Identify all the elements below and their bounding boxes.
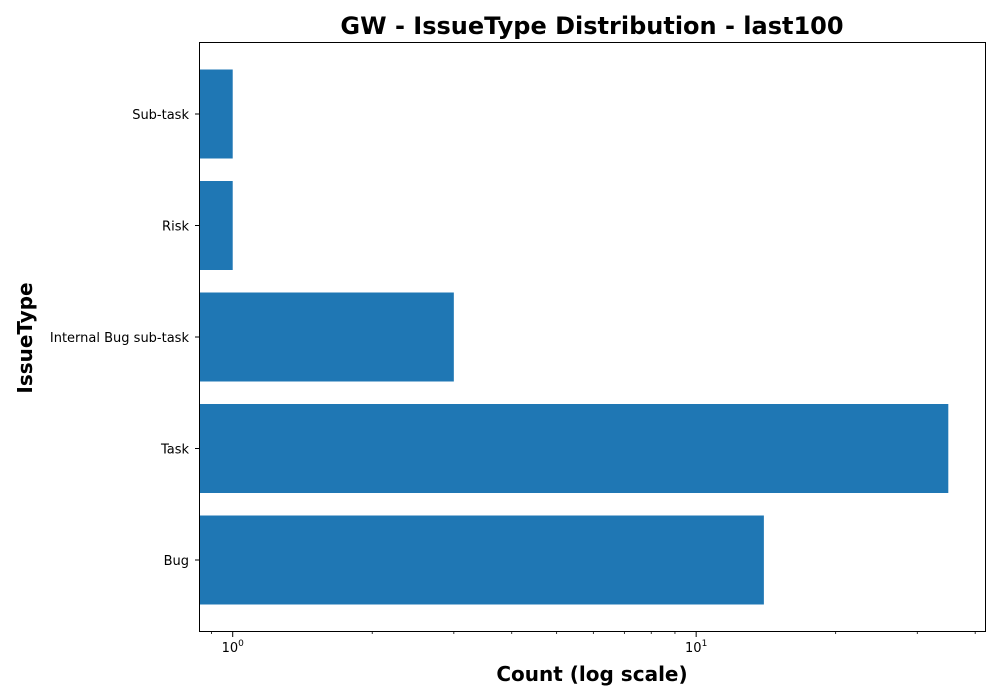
y-tick-label: Sub-task [132,108,189,123]
bar-internal-bug-sub-task [200,293,454,382]
y-tick-label: Bug [164,554,189,569]
x-tick-label: 101 [685,639,707,656]
x-tick-exponent: 1 [702,639,708,649]
x-axis-label: Count (log scale) [496,662,687,686]
x-tick-base: 10 [685,641,702,656]
bar-sub-task [200,70,233,159]
y-tick-label: Internal Bug sub-task [50,331,190,346]
x-tick-label: 100 [222,639,245,656]
bar-task [200,404,948,493]
x-tick-exponent: 0 [238,639,244,649]
chart-title: GW - IssueType Distribution - last100 [340,12,843,40]
bar-bug [200,516,764,605]
bar-risk [200,181,233,270]
y-tick-label: Task [160,443,190,458]
x-tick-base: 10 [222,641,239,656]
y-tick-label: Risk [162,220,189,235]
y-axis-label: IssueType [13,282,37,393]
